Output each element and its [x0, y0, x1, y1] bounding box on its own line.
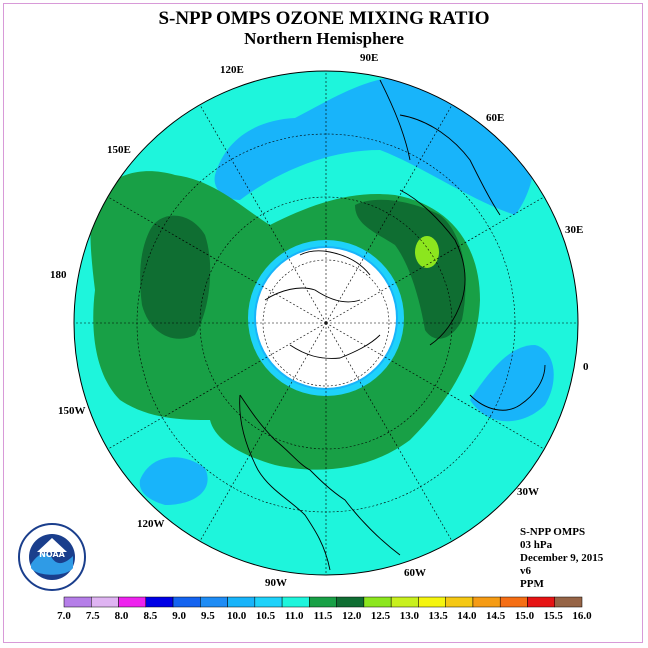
logo-text: NOAA	[39, 550, 65, 559]
colorbar-tick-label: 14.0	[457, 610, 477, 622]
band-10-5-north	[214, 74, 535, 215]
colorbar-tick-label: 12.0	[342, 610, 362, 622]
colorbar-tick-label: 14.5	[486, 610, 506, 622]
colorbar-tick-label: 10.5	[256, 610, 276, 622]
lon-label-180: 180	[50, 269, 67, 281]
colorbar-swatch	[281, 596, 310, 608]
lon-label-120e: 120E	[220, 64, 244, 76]
colorbar-ticks: 7.0 7.5 8.0 8.5 9.0 9.5 10.0 10.5 11.0 11.5 12.0 12…	[57, 610, 592, 622]
page-title: S-NPP OMPS OZONE MIXING RATIO	[158, 8, 490, 29]
colorbar-swatch	[418, 596, 446, 608]
colorbar-swatch	[145, 596, 174, 608]
colorbar-tick-label: 16.0	[572, 610, 592, 622]
colorbar-tick-label: 11.5	[314, 610, 333, 622]
colorbar-tick-label: 8.5	[143, 610, 157, 622]
info-date: December 9, 2015	[520, 552, 604, 564]
lon-label-150e: 150E	[107, 144, 131, 156]
colorbar-swatch	[336, 596, 365, 608]
colorbar-tick-label: 13.0	[400, 610, 420, 622]
colorbar-tick-label: 10.0	[227, 610, 247, 622]
lon-label-120w: 120W	[137, 518, 165, 530]
noaa-logo: NOAA	[18, 523, 86, 591]
info-instrument: S-NPP OMPS	[520, 526, 586, 538]
colorbar-tick-label: 9.0	[172, 610, 186, 622]
colorbar-swatch	[63, 596, 92, 608]
band-12-0-west	[140, 215, 211, 339]
colorbar-tick-label: 11.0	[285, 610, 304, 622]
colorbar-swatch	[499, 596, 528, 608]
lon-label-90w: 90W	[265, 577, 287, 589]
colorbar-tick-label: 8.0	[115, 610, 129, 622]
colorbar-swatches	[63, 596, 583, 608]
page-subtitle: Northern Hemisphere	[244, 29, 404, 48]
colorbar-swatch	[91, 596, 119, 608]
colorbar-tick-label: 7.0	[57, 610, 71, 622]
band-10-5-south	[139, 457, 208, 505]
colorbar-tick-label: 13.5	[428, 610, 448, 622]
band-12-5-spot	[415, 236, 439, 268]
page-frame	[3, 3, 643, 643]
colorbar-swatch	[554, 596, 583, 608]
info-level: 03 hPa	[520, 539, 553, 551]
colorbar-tick-label: 7.5	[86, 610, 100, 622]
lon-label-60w: 60W	[404, 567, 426, 579]
lon-label-30e: 30E	[565, 224, 583, 236]
lon-label-0: 0	[583, 361, 589, 373]
colorbar-swatch	[472, 596, 501, 608]
lon-label-30w: 30W	[517, 486, 539, 498]
colorbar-tick-label: 15.0	[515, 610, 535, 622]
colorbar-swatch	[227, 596, 256, 608]
band-12-0-east	[355, 199, 466, 339]
lon-label-60e: 60E	[486, 112, 504, 124]
colorbar-tick-label: 15.5	[544, 610, 564, 622]
colorbar-swatch	[527, 596, 555, 608]
info-units: PPM	[520, 578, 544, 590]
info-block: S-NPP OMPS 03 hPa December 9, 2015 v6 PP…	[520, 526, 603, 591]
colorbar-tick-label: 12.5	[371, 610, 391, 622]
coastlines	[239, 79, 546, 571]
lon-label-90e: 90E	[360, 52, 378, 64]
colorbar-swatch	[172, 596, 201, 608]
colorbar-swatch	[254, 596, 283, 608]
colorbar-swatch	[200, 596, 228, 608]
map-border	[73, 70, 579, 576]
ozone-field	[74, 71, 578, 575]
colorbar-tick-label: 9.5	[201, 610, 215, 622]
colorbar-swatch	[309, 596, 337, 608]
colorbar-swatch	[390, 596, 419, 608]
colorbar-swatch	[363, 596, 392, 608]
info-version: v6	[520, 565, 531, 577]
colorbar-swatch	[445, 596, 474, 608]
lon-label-150w: 150W	[58, 405, 86, 417]
colorbar-swatch	[118, 596, 147, 608]
graticule	[74, 71, 578, 575]
band-10-5-east	[470, 345, 554, 422]
